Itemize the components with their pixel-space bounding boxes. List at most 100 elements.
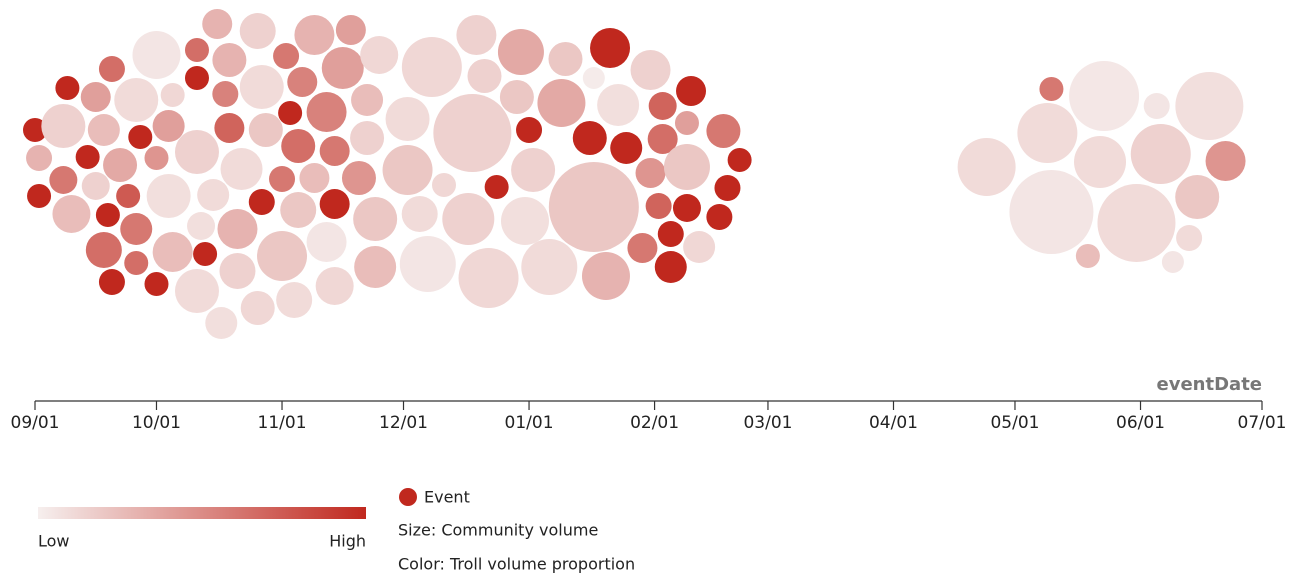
bubble: [205, 307, 238, 339]
bubble: [645, 193, 672, 219]
event-bubble: [98, 269, 125, 295]
bubble: [399, 236, 456, 292]
event-bubble: [672, 194, 701, 222]
x-axis-label: eventDate: [1157, 374, 1262, 395]
bubble: [103, 148, 138, 182]
bubble: [1017, 103, 1078, 163]
event-bubble: [572, 121, 607, 155]
bubble: [257, 231, 308, 281]
bubble: [273, 43, 300, 69]
bubble: [319, 136, 350, 166]
bubble: [124, 251, 149, 275]
bubble: [1175, 72, 1244, 140]
bubble: [1075, 244, 1100, 268]
bubble: [197, 179, 230, 211]
legend-color: Color: Troll volume proportion: [398, 555, 635, 574]
bubble: [281, 129, 316, 163]
bubble: [160, 83, 185, 107]
x-tick-label: 10/01: [132, 413, 181, 433]
bubble: [299, 163, 330, 193]
bubble: [499, 80, 534, 114]
x-tick-label: 06/01: [1116, 413, 1165, 433]
bubble: [521, 239, 578, 295]
bubble: [497, 29, 544, 75]
legend-event: Event: [424, 488, 470, 507]
bubble: [146, 174, 191, 218]
bubble: [674, 111, 699, 135]
event-bubble: [248, 189, 275, 215]
bubble: [212, 43, 247, 77]
event-bubble: [714, 175, 741, 201]
bubble: [442, 193, 495, 245]
bubble: [957, 138, 1016, 196]
bubble: [49, 166, 78, 194]
x-tick-label: 05/01: [990, 413, 1039, 433]
bubble: [548, 162, 639, 252]
event-bubble: [657, 221, 684, 247]
bubble: [132, 31, 181, 79]
x-tick-label: 09/01: [11, 413, 60, 433]
bubble: [152, 110, 185, 142]
bubble: [220, 148, 263, 190]
event-bubble: [55, 76, 80, 100]
bubble: [1176, 225, 1203, 251]
bubble: [582, 67, 605, 89]
bubble: [1069, 61, 1140, 131]
legend-high: High: [329, 532, 366, 551]
x-tick-label: 04/01: [869, 413, 918, 433]
event-bubble: [319, 189, 350, 219]
x-tick-label: 12/01: [379, 413, 428, 433]
legend-size: Size: Community volume: [398, 521, 598, 540]
bubble: [630, 50, 671, 90]
bubble: [647, 124, 678, 154]
bubble: [597, 84, 640, 126]
bubble: [306, 222, 347, 262]
bubble: [354, 246, 397, 288]
bubble: [174, 130, 219, 174]
bubble: [635, 158, 666, 188]
event-bubble: [95, 203, 120, 227]
bubble: [306, 92, 347, 132]
event-bubble: [144, 272, 169, 296]
bubble: [467, 59, 502, 93]
bubble: [511, 148, 556, 192]
event-bubble: [278, 101, 303, 125]
bubble: [706, 114, 741, 148]
event-bubble: [27, 184, 52, 208]
bubble: [360, 36, 399, 74]
bubble: [144, 146, 169, 170]
bubble: [351, 84, 384, 116]
event-bubble: [610, 132, 643, 164]
bubble: [321, 47, 364, 89]
bubble: [85, 232, 122, 268]
bubble: [432, 173, 456, 197]
event-bubble: [23, 118, 47, 142]
bubble: [187, 212, 216, 240]
bubble: [41, 104, 86, 148]
bubble: [581, 252, 630, 300]
bubble: [269, 166, 296, 192]
bubble: [548, 42, 583, 76]
bubble: [663, 144, 710, 190]
bubble: [240, 291, 275, 325]
bubble: [280, 192, 317, 228]
bubble: [80, 82, 111, 112]
bubble: [1074, 136, 1127, 188]
bubble: [350, 121, 385, 155]
event-bubble: [676, 76, 707, 106]
x-tick-label: 02/01: [630, 413, 679, 433]
bubble: [1009, 170, 1094, 254]
bubble: [683, 231, 716, 263]
event-bubble: [484, 175, 509, 199]
bubble: [219, 253, 256, 289]
event-bubble: [706, 204, 733, 230]
bubble: [26, 145, 53, 171]
bubble: [152, 232, 193, 272]
event-bubble: [184, 66, 209, 90]
bubble-layer: [23, 9, 1246, 339]
bubble: [433, 94, 512, 172]
bubble: [202, 9, 233, 39]
bubble: [456, 15, 497, 55]
